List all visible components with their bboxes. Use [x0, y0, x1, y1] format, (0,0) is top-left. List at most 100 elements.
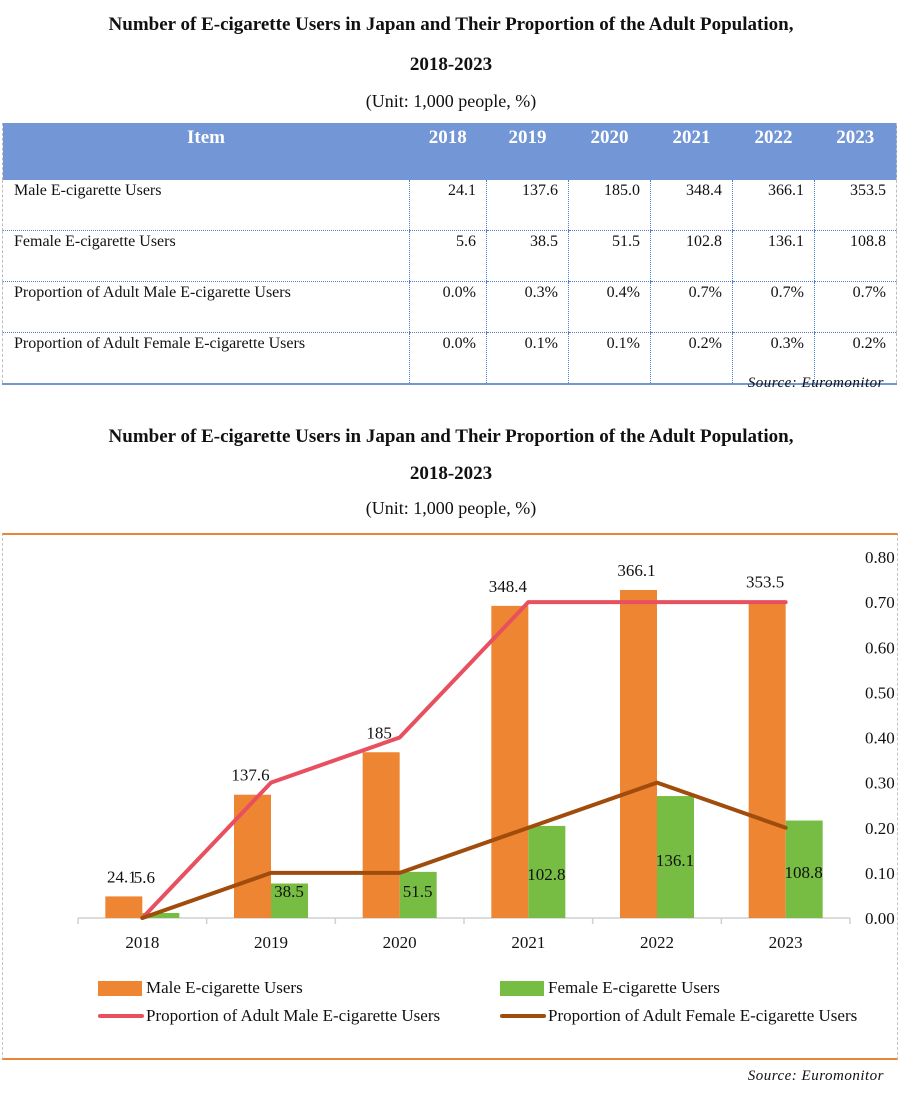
data-table: Item 2018 2019 2020 2021 2022 2023 Male …: [2, 123, 898, 385]
cell-value: 353.5: [813, 180, 898, 231]
y2-tick-label: 0.00: [865, 909, 895, 928]
cell-value: 348.4: [649, 180, 733, 231]
x-tick-label: 2021: [511, 933, 545, 952]
cell-value: 0.1%: [567, 332, 651, 385]
bar-female-users: [785, 820, 823, 918]
chart-frame: [2, 533, 898, 1060]
row-label: Male E-cigarette Users: [2, 180, 409, 231]
cell-value: 0.0%: [408, 281, 487, 333]
legend-label: Female E-cigarette Users: [548, 978, 720, 997]
cell-value: 0.7%: [813, 281, 898, 333]
cell-value: 0.2%: [813, 332, 898, 385]
bar-male-users: [105, 896, 143, 918]
table-row: Proportion of Adult Male E-cigarette Use…: [2, 281, 898, 333]
header-year: 2022: [732, 123, 815, 180]
legend-swatch-female-proportion: [500, 1014, 546, 1018]
y2-tick-label: 0.50: [865, 683, 895, 702]
cell-value: 5.6: [408, 230, 487, 282]
legend-label: Proportion of Adult Female E-cigarette U…: [548, 1006, 858, 1025]
x-tick-label: 2019: [254, 933, 288, 952]
table-source: Source: Euromonitor: [747, 375, 884, 391]
legend-item-male-proportion: Proportion of Adult Male E-cigarette Use…: [98, 1006, 440, 1026]
data-label-female: 102.8: [527, 865, 565, 884]
y2-tick-label: 0.70: [865, 593, 895, 612]
chart-source: Source: Euromonitor: [747, 1068, 884, 1084]
y2-tick-label: 0.30: [865, 774, 895, 793]
row-label: Proportion of Adult Female E-cigarette U…: [2, 332, 409, 385]
cell-value: 137.6: [485, 180, 569, 231]
legend-swatch-male-users: [98, 980, 142, 996]
x-tick-label: 2020: [383, 933, 417, 952]
data-label-male: 366.1: [617, 561, 655, 580]
cell-value: 108.8: [813, 230, 898, 282]
y2-tick-label: 0.10: [865, 864, 895, 883]
y2-tick-label: 0.80: [865, 548, 895, 567]
cell-value: 0.0%: [408, 332, 487, 385]
legend-item-female-proportion: Proportion of Adult Female E-cigarette U…: [500, 1006, 857, 1026]
bar-female-users: [142, 912, 180, 918]
chart-title-line1: Number of E-cigarette Users in Japan and…: [108, 426, 794, 447]
data-label-male: 348.4: [489, 577, 528, 596]
legend-swatch-male-proportion: [98, 1014, 144, 1018]
data-label-male: 185: [366, 723, 392, 742]
data-label-female: 108.8: [785, 863, 823, 882]
table-title-line2: 2018-2023: [409, 54, 493, 75]
table-unit: (Unit: 1,000 people, %): [365, 91, 537, 111]
data-label-male: 353.5: [746, 572, 784, 591]
cell-value: 0.2%: [649, 332, 733, 385]
line-male-proportion: [140, 600, 788, 920]
bar-female-users: [657, 796, 694, 918]
table-row: Female E-cigarette Users 5.6 38.5 51.5 1…: [2, 230, 898, 282]
cell-value: 0.7%: [731, 281, 815, 333]
cell-value: 366.1: [731, 180, 815, 231]
row-label: Proportion of Adult Male E-cigarette Use…: [2, 281, 409, 333]
cell-value: 51.5: [567, 230, 651, 282]
cell-value: 185.0: [567, 180, 651, 231]
legend-item-male-users: Male E-cigarette Users: [98, 978, 303, 998]
x-tick-label: 2023: [769, 933, 803, 952]
legend-label: Proportion of Adult Male E-cigarette Use…: [146, 1006, 441, 1025]
table-title-line1: Number of E-cigarette Users in Japan and…: [108, 14, 794, 35]
bar-male-users: [748, 601, 786, 918]
legend-item-female-users: Female E-cigarette Users: [500, 978, 720, 998]
bar-male-users: [491, 605, 529, 918]
cell-value: 0.1%: [485, 332, 569, 385]
header-year: 2019: [486, 123, 569, 180]
cell-value: 38.5: [485, 230, 569, 282]
line-female-proportion: [140, 780, 788, 920]
data-label-female: 5.6: [134, 868, 155, 887]
x-tick-label: 2022: [640, 933, 674, 952]
header-year: 2023: [814, 123, 898, 180]
data-label-female: 51.5: [403, 882, 433, 901]
data-label-female: 38.5: [274, 882, 304, 901]
cell-value: 0.4%: [567, 281, 651, 333]
y2-tick-label: 0.20: [865, 819, 895, 838]
row-label: Female E-cigarette Users: [2, 230, 409, 282]
y2-tick-label: 0.40: [865, 729, 895, 748]
cell-value: 0.3%: [485, 281, 569, 333]
table-header-row: Item 2018 2019 2020 2021 2022 2023: [2, 123, 898, 180]
header-item: Item: [2, 123, 409, 180]
bar-male-users: [620, 590, 657, 918]
header-year: 2018: [409, 123, 487, 180]
table-row: Male E-cigarette Users 24.1 137.6 185.0 …: [2, 180, 898, 231]
y2-tick-label: 0.60: [865, 638, 895, 657]
chart-unit: (Unit: 1,000 people, %): [365, 498, 537, 518]
bar-female-users: [528, 825, 566, 918]
chart-title-line2: 2018-2023: [409, 463, 493, 484]
legend-swatch-female-users: [500, 980, 544, 996]
bar-female-users: [399, 871, 437, 918]
data-label-male: 137.6: [231, 766, 269, 785]
legend-label: Male E-cigarette Users: [146, 978, 303, 997]
bar-male-users: [362, 752, 400, 918]
cell-value: 136.1: [731, 230, 815, 282]
data-label-female: 136.1: [656, 851, 694, 870]
cell-value: 102.8: [649, 230, 733, 282]
header-year: 2020: [568, 123, 651, 180]
cell-value: 0.3%: [731, 332, 815, 385]
cell-value: 24.1: [408, 180, 487, 231]
table-row: Proportion of Adult Female E-cigarette U…: [2, 332, 898, 385]
cell-value: 0.7%: [649, 281, 733, 333]
data-label-male: 24.1: [107, 867, 137, 886]
